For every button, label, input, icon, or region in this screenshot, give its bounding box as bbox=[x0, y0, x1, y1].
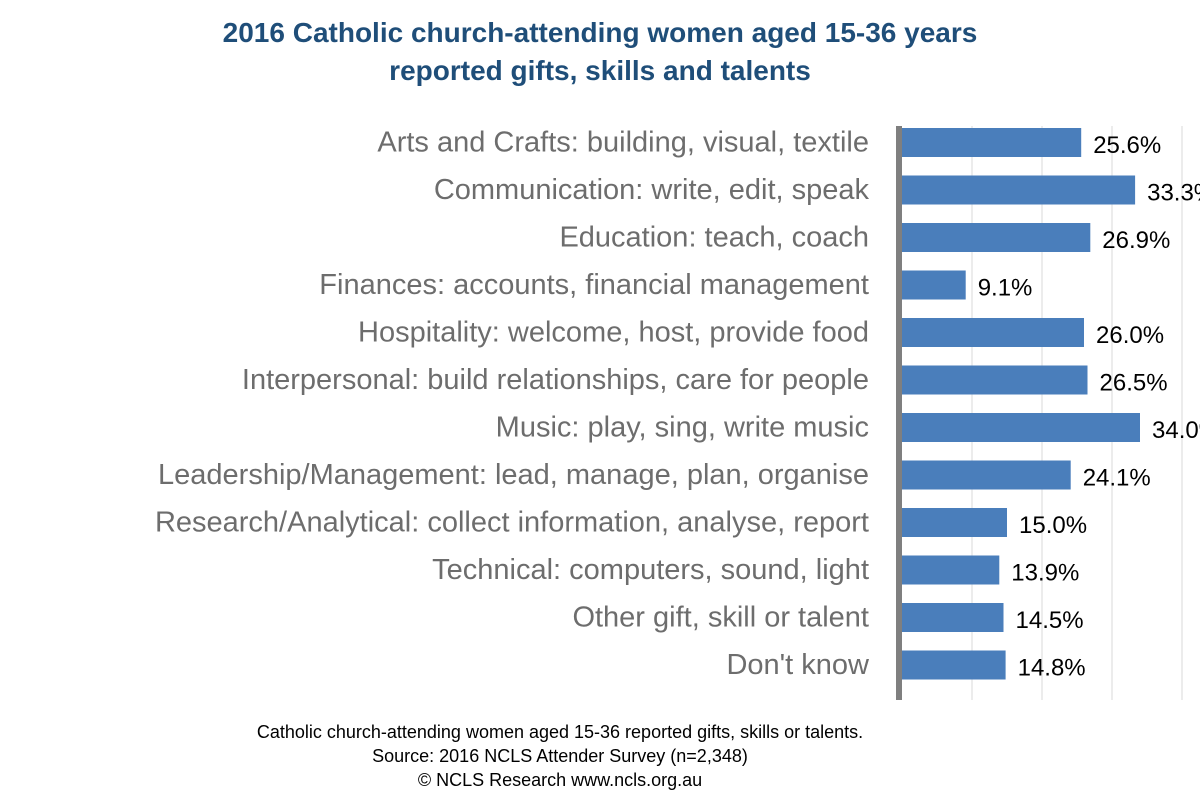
data-label: 14.5% bbox=[1016, 607, 1084, 634]
category-label: Education: teach, coach bbox=[559, 222, 869, 254]
bar bbox=[902, 175, 1136, 205]
bar bbox=[902, 555, 1000, 585]
category-label: Communication: write, edit, speak bbox=[434, 174, 870, 206]
data-label: 9.1% bbox=[978, 275, 1033, 302]
footnote-line-3: © NCLS Research www.ncls.org.au bbox=[417, 770, 703, 790]
footnote-line-2: Source: 2016 NCLS Attender Survey (n=2,3… bbox=[372, 746, 748, 766]
bar-chart: Arts and Crafts: building, visual, texti… bbox=[155, 126, 1200, 700]
bar bbox=[902, 603, 1004, 632]
category-label: Arts and Crafts: building, visual, texti… bbox=[377, 127, 869, 159]
category-label: Other gift, skill or talent bbox=[572, 602, 869, 634]
footnote-line-1: Catholic church-attending women aged 15-… bbox=[256, 722, 864, 742]
category-label: Don't know bbox=[726, 649, 870, 681]
data-label: 25.6% bbox=[1093, 132, 1161, 159]
data-label: 34.0% bbox=[1152, 417, 1200, 444]
data-label: 26.9% bbox=[1102, 227, 1170, 254]
category-label: Research/Analytical: collect information… bbox=[155, 507, 869, 539]
category-label: Finances: accounts, financial management bbox=[319, 269, 869, 301]
bar bbox=[902, 508, 1007, 537]
chart-title: 2016 Catholic church-attending women age… bbox=[0, 14, 1200, 90]
bar bbox=[902, 365, 1088, 395]
data-label: 15.0% bbox=[1019, 512, 1087, 539]
footnote: Catholic church-attending women aged 15-… bbox=[0, 720, 1120, 792]
category-label: Music: play, sing, write music bbox=[496, 412, 869, 444]
bar bbox=[902, 460, 1071, 490]
category-label: Leadership/Management: lead, manage, pla… bbox=[158, 459, 869, 491]
data-label: 14.8% bbox=[1018, 655, 1086, 682]
data-label: 33.3% bbox=[1147, 180, 1200, 207]
bar bbox=[902, 270, 966, 300]
bar bbox=[902, 128, 1082, 157]
bar bbox=[902, 318, 1084, 347]
bar bbox=[902, 413, 1140, 442]
data-label: 13.9% bbox=[1011, 560, 1079, 587]
data-label: 24.1% bbox=[1083, 465, 1151, 492]
bar bbox=[902, 223, 1091, 252]
category-label: Interpersonal: build relationships, care… bbox=[242, 364, 869, 396]
category-labels: Arts and Crafts: building, visual, texti… bbox=[155, 127, 870, 682]
chart-title-line-2: reported gifts, skills and talents bbox=[389, 55, 811, 86]
data-labels: 25.6% 33.3% 26.9% 9.1% 26.0% 26.5% 34.0%24.1% 1… bbox=[978, 132, 1200, 682]
data-label: 26.0% bbox=[1096, 322, 1164, 349]
category-label: Hospitality: welcome, host, provide food bbox=[358, 317, 869, 349]
data-label: 26.5% bbox=[1100, 370, 1168, 397]
chart-title-line-1: 2016 Catholic church-attending women age… bbox=[222, 17, 978, 48]
bar bbox=[902, 650, 1006, 680]
bars bbox=[902, 128, 1140, 680]
category-label: Technical: computers, sound, light bbox=[432, 554, 869, 586]
